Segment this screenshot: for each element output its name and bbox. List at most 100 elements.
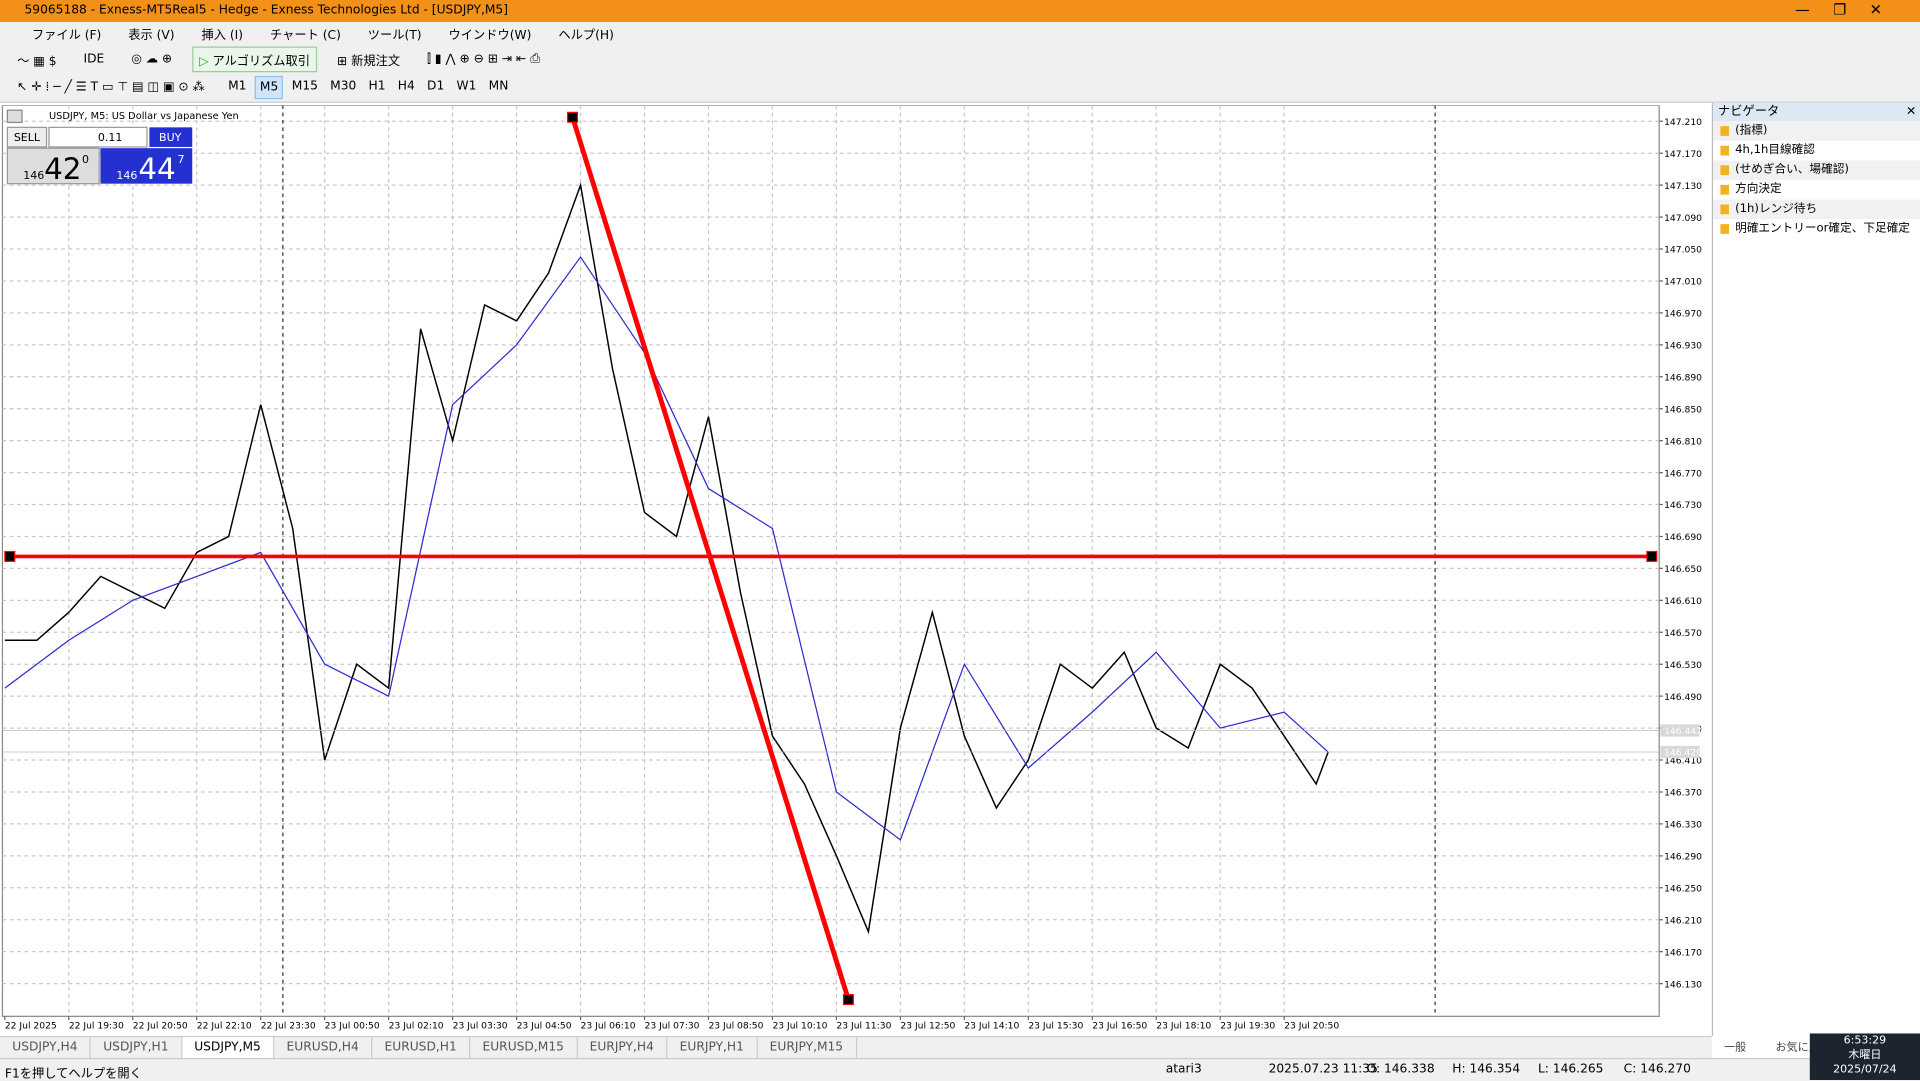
menu-item[interactable]: ウインドウ(W) (448, 28, 532, 43)
navigator-item[interactable]: 方向決定 (1713, 180, 1920, 200)
chart-tab[interactable]: EURUSD,H1 (372, 1037, 471, 1060)
y-tick-label: 146.410 (1664, 756, 1702, 767)
navigator-item[interactable]: 4h,1h目線確認 (1713, 141, 1920, 161)
toolbar: 〜 ▦ $ IDE ◎ ☁ ⊕ ▷ アルゴリズム取引 ⊞ 新規注文 ⫿ ▮ ⋀ … (0, 44, 1920, 74)
panel-tab[interactable]: お気に入 (1775, 1042, 1820, 1055)
timeframe-button[interactable]: M30 (330, 79, 357, 94)
draw-tools[interactable]: ↖ ✛ ⁞ ─ ╱ ☰ T ▭ ⊤ ▤ ◫ ▣ ⊙ ⁂ (17, 80, 205, 95)
y-tick-label: 146.810 (1664, 436, 1702, 447)
y-tick-label: 146.530 (1664, 660, 1702, 671)
chart-tab[interactable]: USDJPY,M5 (181, 1037, 275, 1060)
chart-tab[interactable]: EURUSD,H4 (274, 1037, 373, 1060)
panel-tab[interactable]: 一般 (1724, 1042, 1747, 1055)
menu-item[interactable]: チャート (C) (270, 28, 341, 43)
timeframe-button[interactable]: M5 (255, 75, 284, 100)
status-close: C: 146.270 (1623, 1062, 1691, 1077)
x-tick-label: 23 Jul 00:50 (325, 1021, 380, 1032)
lot-input[interactable] (48, 126, 148, 148)
chart-tab[interactable]: EURJPY,M15 (757, 1037, 857, 1060)
timeframes: M1 M5 M15 M30 H1 H4 D1 W1 MN (224, 75, 512, 100)
chart-tab[interactable]: EURJPY,H1 (667, 1037, 758, 1060)
grid (2, 105, 1660, 1017)
x-tick-label: 23 Jul 14:10 (964, 1021, 1019, 1032)
y-tick-label: 146.170 (1664, 947, 1702, 958)
x-tick-label: 22 Jul 19:30 (69, 1021, 124, 1032)
tool-icons[interactable]: ◎ ☁ ⊕ (131, 52, 173, 66)
chart-tab[interactable]: EURJPY,H4 (577, 1037, 668, 1060)
x-tick-label: 23 Jul 20:50 (1284, 1021, 1339, 1032)
menu-item[interactable]: ツール(T) (367, 28, 422, 43)
x-tick-label: 22 Jul 20:50 (133, 1021, 188, 1032)
y-tick-label: 146.730 (1664, 500, 1702, 511)
chart-tab[interactable]: EURUSD,M15 (470, 1037, 578, 1060)
y-tick-label: 146.130 (1664, 979, 1702, 990)
navigator-item[interactable]: (1h)レンジ待ち (1713, 199, 1920, 220)
y-tick-label: 146.930 (1664, 341, 1702, 352)
y-tick-label: 146.850 (1664, 404, 1702, 415)
y-tick-label: 146.650 (1664, 564, 1702, 575)
ask-box (100, 148, 193, 184)
y-tick-label: 146.890 (1664, 372, 1702, 383)
bid-sup: 0 (82, 153, 89, 166)
y-tick-label: 146.250 (1664, 883, 1702, 894)
chart-header: USDJPY, M5: US Dollar vs Japanese Yen (49, 111, 239, 122)
window-controls[interactable]: — ❐ ✕ (1795, 1, 1883, 19)
menu-item[interactable]: ヘルプ(H) (558, 28, 614, 43)
y-tick-label: 146.770 (1664, 468, 1702, 479)
price-label: 146.447 (1664, 726, 1702, 737)
price-line (4, 255, 1329, 841)
x-tick-label: 23 Jul 18:10 (1156, 1021, 1211, 1032)
trend-anchor (567, 111, 579, 123)
x-tick-label: 23 Jul 07:30 (645, 1021, 700, 1032)
clock-day: 木曜日 (1848, 1049, 1882, 1062)
trend-anchor (842, 994, 854, 1006)
y-tick-label: 147.210 (1664, 117, 1702, 128)
timeframe-button[interactable]: M15 (291, 79, 318, 94)
sell-button[interactable] (6, 126, 48, 148)
timeframe-button[interactable]: D1 (427, 79, 445, 94)
timeframe-button[interactable]: H4 (397, 79, 415, 94)
x-tick-label: 22 Jul 22:10 (197, 1021, 252, 1032)
y-tick-label: 146.690 (1664, 532, 1702, 543)
navigator-item[interactable]: (指標) (1713, 121, 1920, 141)
new-order-label: 新規注文 (351, 54, 401, 68)
ide-button[interactable]: IDE (83, 52, 105, 66)
navigator-title: ナビゲータ ✕ (1713, 102, 1920, 122)
y-tick-label: 146.610 (1664, 596, 1702, 607)
ask-digits: 44 (138, 152, 175, 186)
timeframe-button[interactable]: H1 (368, 79, 386, 94)
plot (2, 111, 1660, 1006)
buy-button[interactable] (149, 127, 193, 147)
chart-bg (0, 105, 1712, 1036)
ask-big: 146 (116, 169, 137, 182)
chart-tab[interactable]: USDJPY,H1 (91, 1037, 182, 1060)
menu-item[interactable]: ファイル (F) (31, 28, 102, 43)
tool-icons[interactable]: ⫿ ▮ ⋀ ⊕ ⊖ ⊞ ⇥ ⇤ ⎙ (427, 52, 541, 66)
chart-tab[interactable]: USDJPY,H4 (0, 1037, 91, 1060)
menu-bar: ファイル (F) 表示 (V) 挿入 (I) チャート (C) ツール(T) ウインドウ(… (0, 22, 1920, 45)
y-tick-label: 146.210 (1664, 915, 1702, 926)
status-time: 2025.07.23 11:35 (1268, 1062, 1378, 1077)
y-tick-label: 147.010 (1664, 277, 1702, 288)
menu-item[interactable]: 表示 (V) (128, 28, 175, 43)
price-line (4, 182, 1329, 935)
status-bar: F1を押してヘルプを開く atari3 2025.07.23 11:35 O: … (0, 1057, 1920, 1081)
price-label: 146.420 (1664, 748, 1702, 759)
timeframe-button[interactable]: W1 (456, 79, 477, 94)
navigator-item[interactable]: (せめぎ合い、場確認) (1713, 160, 1920, 181)
x-tick-label: 22 Jul 23:30 (261, 1021, 316, 1032)
algo-button[interactable]: ▷ アルゴリズム取引 (191, 45, 318, 72)
y-tick-label: 146.370 (1664, 788, 1702, 799)
navigator-item[interactable]: 明確エントリーor確定、下足確定 (1713, 219, 1920, 239)
timeframe-button[interactable]: MN (488, 79, 509, 94)
navigator: ナビゲータ ✕ (指標) 4h,1h目線確認 (せめぎ合い、場確認) 方向決定 (1h)レ… (1711, 102, 1920, 1036)
tool-icons[interactable]: 〜 ▦ $ (17, 54, 57, 68)
new-order-button[interactable]: ⊞ 新規注文 (336, 54, 401, 68)
status-profile: atari3 (1165, 1062, 1202, 1077)
timeframe-button[interactable]: M1 (228, 79, 247, 94)
menu-item[interactable]: 挿入 (I) (201, 28, 244, 43)
x-tick-label: 23 Jul 15:30 (1028, 1021, 1083, 1032)
x-tick-label: 23 Jul 06:10 (581, 1021, 636, 1032)
status-high: H: 146.354 (1452, 1062, 1521, 1077)
clock: 6:53:29 木曜日 2025/07/24 (1809, 1033, 1920, 1081)
